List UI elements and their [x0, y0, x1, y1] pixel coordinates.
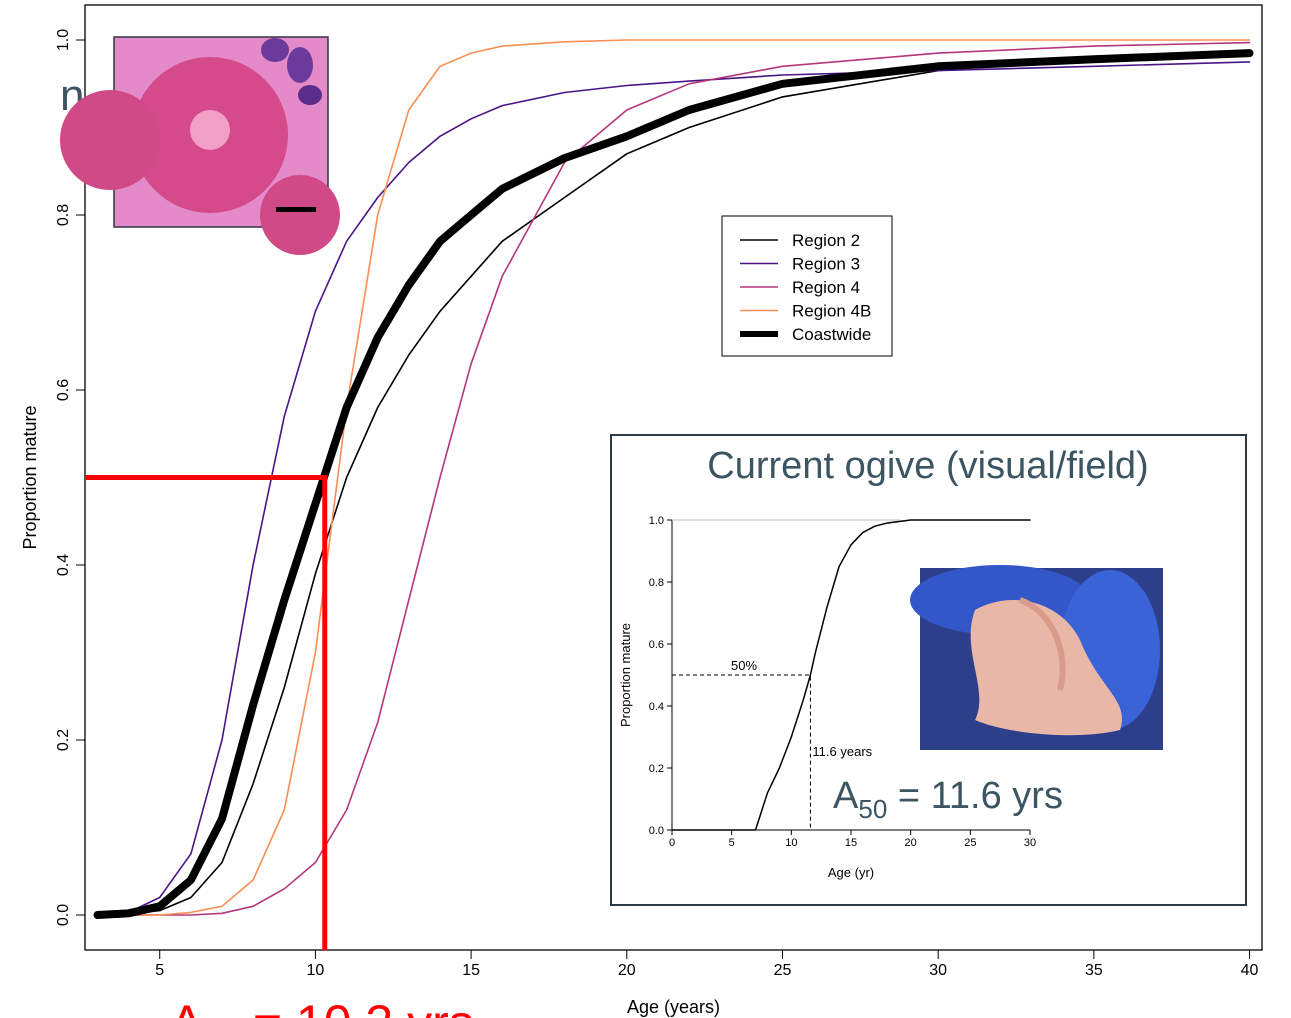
y-tick-label: 0.8 — [649, 577, 664, 589]
x-tick-label: 0 — [669, 837, 675, 849]
y-axis-label: Proportion mature — [618, 623, 633, 727]
y-tick-label: 0.2 — [649, 763, 664, 775]
y-tick-label: 0.0 — [55, 904, 72, 926]
y-tick-label: 1.0 — [55, 29, 72, 51]
page: {"page_title_fragment":"n.", "chart_data… — [0, 0, 1291, 1018]
x-tick-label: 25 — [964, 837, 976, 849]
a50-label-rest: = 10.3 yrs — [239, 995, 474, 1018]
a50-label: A50 = 10.3 yrs — [170, 995, 474, 1018]
legend-label: Region 3 — [792, 255, 860, 274]
gonad-photo — [910, 565, 1163, 750]
legend-label: Region 2 — [792, 231, 860, 250]
legend-label: Coastwide — [792, 325, 871, 344]
x-tick-label: 5 — [729, 837, 735, 849]
x-tick-label: 10 — [307, 962, 325, 979]
x-axis-label: Age (yr) — [828, 865, 874, 880]
chart: n. Region 2Region 3Region 4Region 4BCoas… — [0, 0, 1291, 1018]
y-axis-label: Proportion mature — [20, 405, 40, 549]
y-tick-label: 0.2 — [55, 729, 72, 751]
x-tick-label: 40 — [1241, 962, 1259, 979]
y-tick-label: 0.6 — [55, 379, 72, 401]
inset-title: Current ogive (visual/field) — [707, 445, 1148, 487]
inset-a50-sub: 50 — [858, 794, 887, 824]
inset-a50-main: A — [833, 775, 859, 817]
x-tick-label: 20 — [618, 962, 636, 979]
x-tick-label: 30 — [929, 962, 947, 979]
x-tick-label: 30 — [1024, 837, 1036, 849]
a50-marker — [85, 478, 325, 951]
x-tick-label: 5 — [155, 962, 164, 979]
y-tick-label: 0.6 — [649, 639, 664, 651]
x-axis-label: Age (years) — [627, 997, 720, 1017]
y-tick-label: 1.0 — [649, 515, 664, 527]
x-tick-label: 15 — [462, 962, 480, 979]
legend-label: Region 4 — [792, 278, 860, 297]
y-tick-label: 0.0 — [649, 825, 664, 837]
x-tick-label: 20 — [905, 837, 917, 849]
a50-age-label: 11.6 years — [812, 744, 872, 759]
y-tick-label: 0.4 — [55, 554, 72, 576]
y-tick-label: 0.8 — [55, 204, 72, 226]
inset-a50-rest: = 11.6 yrs — [887, 775, 1063, 817]
y-tick-label: 0.4 — [649, 701, 664, 713]
legend-label: Region 4B — [792, 302, 871, 321]
a50-label-main: A — [170, 995, 204, 1018]
x-tick-label: 10 — [785, 837, 797, 849]
x-tick-label: 35 — [1085, 962, 1103, 979]
legend: Region 2 Region 3 Region 4 Region 4B Coastwi… — [722, 216, 892, 356]
a50-level-label: 50% — [731, 658, 757, 673]
histology-image — [60, 37, 340, 255]
x-tick-label: 25 — [774, 962, 792, 979]
x-tick-label: 15 — [845, 837, 857, 849]
